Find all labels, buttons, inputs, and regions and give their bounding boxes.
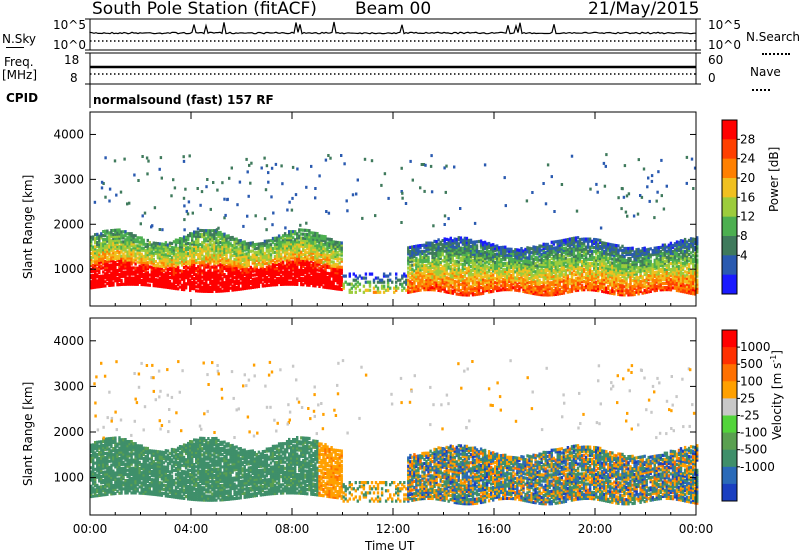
cpid-label: CPID (6, 91, 39, 105)
x-tick-label: 08:00 (275, 522, 310, 536)
y-tick-label: 1000 (53, 262, 84, 276)
freq-label: Freq. (4, 55, 34, 69)
colorbar-swatch (722, 483, 737, 502)
colorbar-frame (721, 119, 738, 295)
noise-tick-bottom-right: 10^0 (708, 38, 741, 52)
colorbar-tick-label: -100 (740, 426, 767, 440)
colorbar-swatch (722, 415, 737, 434)
colorbar-swatch (722, 236, 737, 256)
colorbar-swatch (722, 381, 737, 399)
freq-panel-frame (89, 52, 697, 85)
nsky-noise-line (89, 21, 696, 35)
colorbar-tick-label: 500 (740, 357, 763, 371)
freq-tick-bottom: 8 (70, 71, 78, 85)
station-title: South Pole Station (fitACF) (92, 0, 317, 19)
colorbar-tick-label: 25 (740, 391, 755, 405)
nave-label: Nave (750, 65, 781, 79)
colorbar-swatch (722, 449, 737, 468)
power-heatmap (90, 153, 699, 297)
colorbar-swatch (722, 216, 737, 237)
colorbar-tick-label: -500 (740, 443, 767, 457)
colorbar-swatch (722, 398, 737, 416)
colorbar-swatch (722, 120, 737, 140)
y-tick-label: 4000 (53, 127, 84, 141)
noise-panel-frame (89, 18, 697, 51)
colorbar-tick-label: -1000 (740, 460, 775, 474)
colorbar-swatch (722, 432, 737, 451)
freq-unit-label: [MHz] (2, 68, 38, 82)
nsky-label: N.Sky (2, 32, 37, 46)
nave-tick-bottom: 0 (708, 71, 716, 85)
x-tick-label: 20:00 (578, 522, 613, 536)
colorbar-swatch (722, 178, 737, 198)
noise-tick-top-right: 10^5 (708, 18, 741, 32)
nsky-line-key (6, 47, 24, 48)
colorbar-tick-label: -25 (740, 409, 760, 423)
freq-tick-top: 18 (64, 53, 80, 67)
y-tick-label: 2000 (53, 425, 84, 439)
nave-tick-top: 60 (708, 53, 724, 67)
colorbar-swatch (722, 197, 737, 218)
y-tick-label: 3000 (53, 379, 84, 393)
x-tick-label: 12:00 (376, 522, 411, 536)
colorbar-tick-label: 4 (740, 248, 748, 262)
x-tick-label: 16:00 (477, 522, 512, 536)
velocity-heatmap (90, 359, 699, 506)
colorbar-tick-label: 1000 (740, 340, 771, 354)
y-tick-label: 4000 (53, 334, 84, 348)
nsearch-label: N.Search (746, 30, 800, 44)
colorbar-swatch (722, 139, 737, 160)
nsearch-dot-key (762, 42, 790, 58)
date-label: 21/May/2015 (588, 0, 700, 19)
colorbar-tick-label: 16 (740, 190, 755, 204)
y-tick-label: 3000 (53, 172, 84, 186)
y-tick-label: 1000 (53, 471, 84, 485)
colorbar-tick-label: 8 (740, 229, 748, 243)
beam-label: Beam 00 (355, 0, 432, 19)
colorbar-tick-label: 24 (740, 152, 755, 166)
colorbar-tick-label: 20 (740, 171, 755, 185)
colorbar-swatch (722, 330, 737, 348)
noise-tick-top-left: 10^5 (53, 18, 86, 32)
noise-tick-bottom-left: 10^0 (53, 38, 86, 52)
cpid-value: normalsound (fast) 157 RF (93, 93, 274, 107)
colorbar-tick-label: 28 (740, 132, 755, 146)
colorbar-swatch (722, 158, 737, 179)
x-tick-label: 00:00 (73, 522, 108, 536)
y-tick-label: 2000 (53, 217, 84, 231)
x-tick-label: 04:00 (174, 522, 209, 536)
colorbar-tick-label: 12 (740, 210, 755, 224)
colorbar-swatch (722, 364, 737, 382)
nave-dot-key (752, 78, 770, 94)
colorbar-swatch (722, 274, 737, 295)
colorbar-swatch (722, 347, 737, 365)
colorbar-swatch (722, 255, 737, 276)
colorbar-swatch (722, 466, 737, 485)
x-axis-label: Time UT (365, 539, 415, 553)
colorbar-tick-label: 100 (740, 374, 763, 388)
x-tick-label: 00:00 (679, 522, 714, 536)
